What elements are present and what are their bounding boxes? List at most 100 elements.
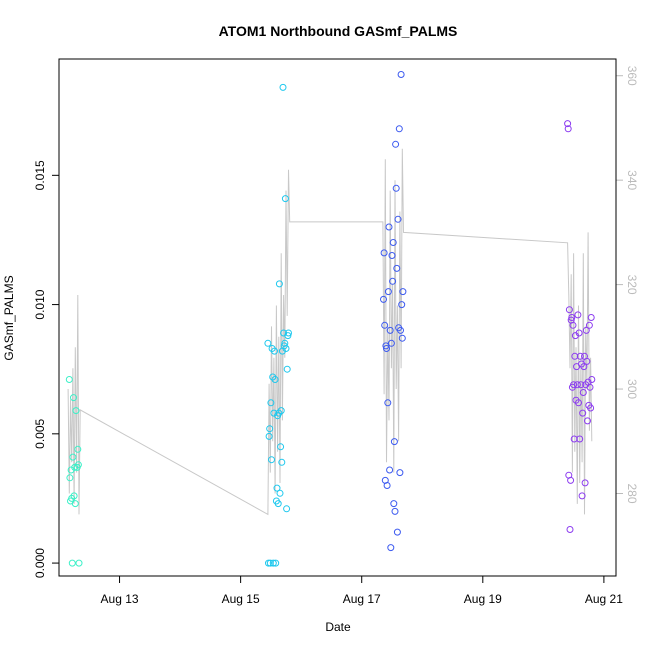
data-point-series-2 — [266, 425, 274, 433]
data-point-series-1 — [72, 407, 80, 415]
data-point-series-3 — [397, 71, 405, 78]
data-point-series-3 — [393, 264, 401, 272]
y2-tick-label: 340 — [625, 170, 639, 190]
data-point-series-4 — [586, 383, 594, 391]
data-point-series-2 — [275, 280, 283, 288]
data-point-series-4 — [588, 376, 596, 383]
data-point-series-4 — [564, 125, 572, 133]
data-point-series-2 — [282, 345, 290, 352]
data-point-series-2 — [273, 484, 281, 492]
x-tick-label: Aug 15 — [222, 592, 260, 606]
data-point-series-4 — [568, 314, 576, 321]
x-tick-label: Aug 13 — [101, 592, 139, 606]
data-point-series-2 — [283, 505, 291, 513]
data-point-series-4 — [576, 352, 584, 360]
y-tick-label: 0.000 — [33, 548, 47, 578]
data-point-series-3 — [398, 301, 406, 309]
data-point-series-1 — [65, 376, 73, 383]
data-point-series-2 — [268, 456, 275, 464]
data-point-series-3 — [396, 469, 404, 477]
data-point-series-4 — [580, 363, 588, 371]
x-axis-label: Date — [325, 620, 351, 634]
y-tick-label: 0.010 — [33, 289, 47, 319]
data-point-series-3 — [386, 466, 394, 474]
data-point-series-4 — [565, 306, 573, 314]
data-point-series-2 — [285, 329, 292, 337]
data-point-series-3 — [390, 438, 398, 446]
points-layer — [65, 71, 596, 567]
data-point-series-4 — [575, 399, 582, 407]
data-point-series-3 — [381, 321, 389, 329]
data-point-series-3 — [392, 140, 400, 148]
data-point-series-2 — [271, 347, 278, 355]
data-point-series-3 — [394, 215, 402, 223]
data-point-series-2 — [277, 443, 285, 451]
y2-tick-label: 280 — [625, 483, 639, 503]
data-point-series-4 — [579, 409, 587, 417]
y-tick-label: 0.015 — [33, 160, 47, 190]
data-point-series-2 — [269, 559, 277, 567]
data-point-series-3 — [387, 544, 395, 552]
data-point-series-1 — [70, 492, 78, 500]
data-point-series-4 — [567, 476, 575, 484]
data-point-series-3 — [397, 326, 404, 334]
data-point-series-2 — [283, 365, 291, 373]
x-tick-label: Aug 21 — [585, 592, 623, 606]
data-point-series-3 — [398, 334, 406, 342]
data-point-series-3 — [389, 277, 397, 285]
data-point-series-2 — [284, 332, 292, 340]
data-point-series-1 — [70, 394, 77, 402]
data-point-series-4 — [582, 326, 590, 334]
data-point-series-4 — [566, 526, 574, 533]
data-point-series-2 — [274, 500, 282, 508]
data-point-series-1 — [66, 474, 74, 482]
data-point-series-4 — [564, 120, 572, 128]
data-point-series-4 — [579, 389, 587, 396]
data-point-series-3 — [387, 339, 395, 347]
y2-tick-label: 300 — [625, 379, 639, 399]
data-point-series-2 — [278, 458, 286, 466]
data-point-series-1 — [71, 500, 79, 508]
data-point-series-1 — [74, 445, 82, 453]
data-point-series-3 — [382, 342, 390, 350]
axes-layer: Aug 13 Aug 15 Aug 17 Aug 19 Aug 21 0.000 0.005… — [33, 66, 639, 606]
data-point-series-3 — [384, 288, 392, 296]
data-point-series-3 — [392, 184, 400, 192]
data-point-series-3 — [380, 249, 388, 257]
data-point-series-4 — [583, 357, 591, 365]
data-point-series-4 — [576, 435, 584, 443]
x-tick-label: Aug 17 — [343, 592, 381, 606]
data-point-series-3 — [393, 528, 401, 536]
data-point-series-4 — [577, 381, 585, 389]
data-point-series-3 — [383, 482, 391, 489]
chart-title: ATOM1 Northbound GASmf_PALMS — [219, 23, 458, 39]
data-point-series-2 — [271, 376, 279, 383]
data-point-series-4 — [575, 329, 583, 337]
data-point-series-2 — [264, 339, 272, 347]
overlay-layer — [67, 148, 593, 516]
data-point-series-4 — [585, 321, 593, 329]
data-point-series-3 — [395, 125, 403, 133]
data-point-series-2 — [277, 407, 285, 415]
data-point-series-3 — [399, 288, 407, 296]
data-point-series-3 — [389, 239, 397, 246]
data-point-series-4 — [570, 381, 578, 389]
data-point-series-2 — [281, 195, 289, 203]
y2-tick-label: 360 — [625, 66, 639, 86]
data-point-series-3 — [383, 345, 390, 352]
data-point-series-1 — [69, 453, 77, 461]
data-point-series-3 — [380, 295, 387, 303]
data-point-series-4 — [574, 311, 582, 319]
x-tick-label: Aug 19 — [464, 592, 502, 606]
data-point-series-2 — [281, 339, 289, 347]
data-point-series-3 — [388, 252, 396, 259]
data-point-series-4 — [584, 417, 591, 425]
data-point-series-3 — [384, 399, 392, 407]
data-point-series-4 — [573, 381, 581, 389]
data-point-series-2 — [267, 399, 275, 407]
data-point-series-3 — [386, 326, 394, 334]
data-point-series-2 — [272, 559, 280, 567]
data-point-series-1 — [75, 559, 83, 567]
overlay-series-line — [67, 148, 593, 516]
